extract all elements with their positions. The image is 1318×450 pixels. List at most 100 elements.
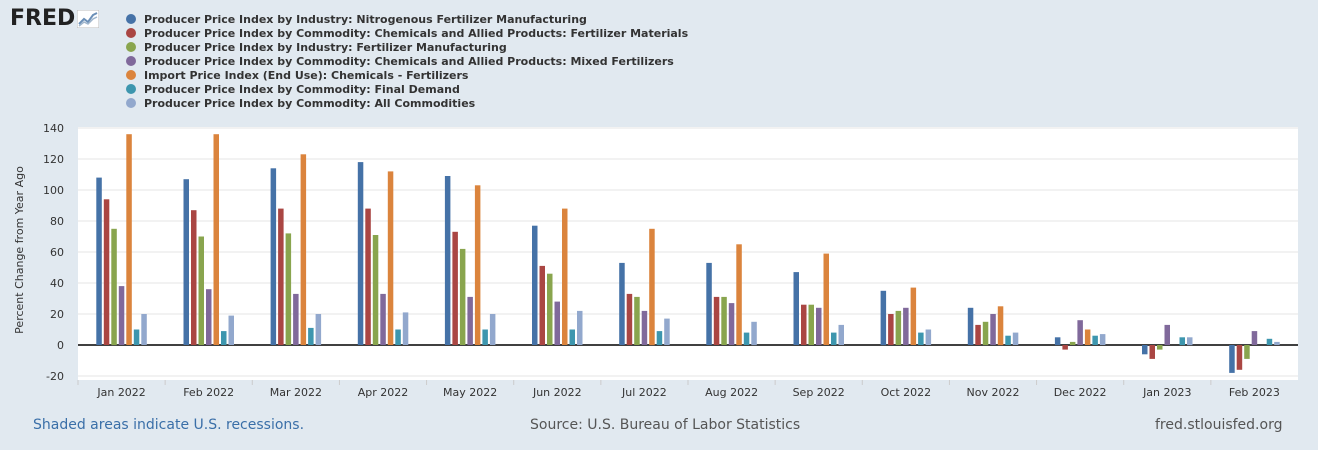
legend-item[interactable]: Producer Price Index by Commodity: Chemi… [126,26,688,40]
bar[interactable] [221,331,227,345]
bar[interactable] [402,312,409,345]
bar[interactable] [967,307,974,345]
bar[interactable] [444,176,451,345]
bar[interactable] [387,171,394,345]
bar[interactable] [308,327,314,345]
bar[interactable] [315,314,322,345]
bar[interactable] [626,293,633,345]
bar[interactable] [918,332,924,345]
bar[interactable] [459,248,466,345]
bar[interactable] [1244,345,1250,359]
bar[interactable] [713,296,720,345]
bar[interactable] [111,228,117,346]
bar[interactable] [634,296,640,345]
bar[interactable] [793,272,800,345]
bar[interactable] [895,310,902,345]
bar[interactable] [736,244,742,346]
legend-item[interactable]: Producer Price Index by Commodity: Chemi… [126,54,688,68]
bar[interactable] [547,273,553,345]
bar[interactable] [293,293,299,345]
bar[interactable] [1274,341,1280,345]
bar[interactable] [982,321,989,346]
bar[interactable] [1236,345,1243,370]
site-link[interactable]: fred.stlouisfed.org [1155,417,1283,433]
bar[interactable] [641,310,648,345]
bar[interactable] [118,286,125,345]
bar[interactable] [126,134,132,345]
bar[interactable] [1069,341,1076,345]
bar[interactable] [569,329,576,346]
bar[interactable] [721,296,727,345]
bar[interactable] [1142,345,1148,355]
bar[interactable] [206,289,212,345]
bar[interactable] [664,318,670,345]
bar[interactable] [554,301,561,345]
bar[interactable] [467,296,473,345]
bar[interactable] [198,236,205,346]
bar[interactable] [103,199,110,345]
legend-item[interactable]: Import Price Index (End Use): Chemicals … [126,68,688,82]
bar[interactable] [831,332,837,345]
bar[interactable] [838,324,845,345]
bar[interactable] [801,304,807,345]
bar[interactable] [808,304,815,345]
bar[interactable] [1179,337,1186,346]
bar[interactable] [751,321,757,346]
bar[interactable] [1077,320,1083,345]
bar[interactable] [395,329,401,346]
bar[interactable] [743,332,750,345]
bar[interactable] [1054,337,1061,346]
bar[interactable] [1005,335,1011,345]
bar[interactable] [183,179,190,345]
bar[interactable] [1229,345,1235,373]
bar[interactable] [365,208,371,345]
bar[interactable] [910,287,917,345]
bar[interactable] [300,154,307,345]
bar[interactable] [997,306,1004,346]
bar[interactable] [990,314,996,345]
bar[interactable] [903,307,909,345]
bar[interactable] [656,331,663,345]
legend-item[interactable]: Producer Price Index by Industry: Fertil… [126,40,688,54]
bar[interactable] [372,235,379,345]
fred-logo[interactable]: FRED [10,6,100,31]
bar[interactable] [1084,329,1091,346]
bar[interactable] [728,303,735,345]
bar[interactable] [816,307,822,345]
bar[interactable] [141,314,147,345]
legend-item[interactable]: Producer Price Index by Commodity: Final… [126,82,688,96]
bar[interactable] [1099,334,1106,345]
bar[interactable] [474,185,481,345]
bar[interactable] [213,134,220,345]
bar[interactable] [649,228,655,346]
bar[interactable] [1164,324,1171,345]
bar[interactable] [823,253,830,345]
bar[interactable] [706,262,712,345]
bar[interactable] [191,210,197,345]
bar[interactable] [1149,345,1156,359]
bar[interactable] [270,168,277,345]
bar[interactable] [880,290,887,346]
legend-item[interactable]: Producer Price Index by Industry: Nitrog… [126,12,688,26]
bar[interactable] [285,233,292,345]
bar[interactable] [1266,338,1273,345]
bar[interactable] [1187,337,1193,346]
bar[interactable] [562,208,568,345]
bar[interactable] [1092,335,1098,345]
bar[interactable] [357,162,364,345]
bar[interactable] [975,324,981,345]
bar[interactable] [1251,331,1258,345]
bar[interactable] [577,310,583,345]
bar[interactable] [489,314,496,345]
bar[interactable] [888,314,894,345]
bar[interactable] [539,265,546,345]
bar[interactable] [452,231,458,345]
bar[interactable] [228,315,235,345]
bar[interactable] [532,225,538,345]
bar[interactable] [278,208,284,345]
bar[interactable] [380,293,386,345]
bar[interactable] [482,329,488,346]
bar[interactable] [133,329,140,346]
bar[interactable] [925,329,932,346]
bar[interactable] [1012,332,1019,345]
